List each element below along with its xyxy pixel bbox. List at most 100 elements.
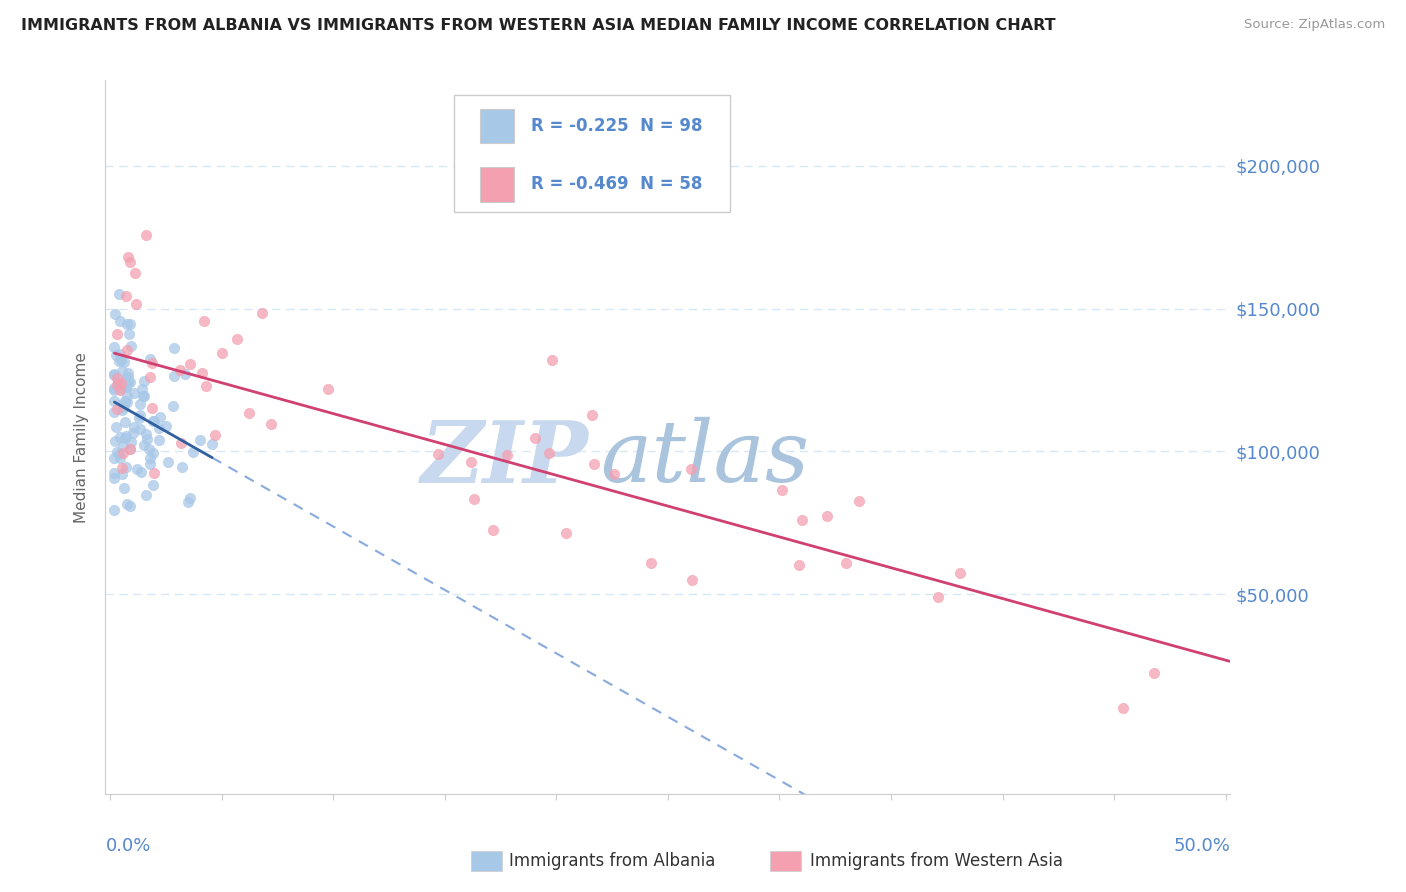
Point (118, 500, 141, 514)
Point (555, 526, 578, 541)
Point (155, 419, 177, 434)
Point (117, 376, 139, 390)
Point (107, 375, 129, 389)
Point (104, 307, 127, 321)
Point (581, 408, 603, 422)
Point (114, 380, 136, 394)
Point (640, 556, 662, 570)
Point (170, 459, 193, 474)
Point (142, 414, 165, 428)
Bar (479, 168, 513, 202)
Point (103, 394, 125, 409)
Point (787, 558, 810, 572)
Point (105, 420, 128, 434)
Point (111, 439, 134, 453)
Point (103, 405, 125, 419)
Point (848, 494, 870, 508)
Point (201, 436, 224, 450)
Point (117, 250, 139, 264)
Point (540, 352, 562, 367)
Point (949, 566, 972, 581)
Point (107, 354, 129, 368)
Bar (479, 109, 513, 143)
Point (135, 488, 157, 502)
Point (1112, 701, 1135, 715)
Point (117, 326, 139, 341)
Point (148, 421, 170, 435)
Text: R = -0.469  N = 58: R = -0.469 N = 58 (530, 176, 702, 194)
Point (129, 408, 152, 422)
Point (118, 442, 141, 456)
Point (112, 481, 135, 495)
Point (162, 399, 184, 413)
Point (141, 356, 163, 370)
Point (105, 326, 128, 341)
Text: Immigrants from Western Asia: Immigrants from Western Asia (810, 852, 1063, 870)
Text: R = -0.225  N = 98: R = -0.225 N = 98 (530, 117, 702, 135)
Text: IMMIGRANTS FROM ALBANIA VS IMMIGRANTS FROM WESTERN ASIA MEDIAN FAMILY INCOME COR: IMMIGRANTS FROM ALBANIA VS IMMIGRANTS FR… (21, 18, 1056, 33)
Point (142, 477, 165, 491)
Point (179, 357, 201, 371)
Point (226, 332, 249, 346)
Point (110, 451, 132, 466)
Point (105, 445, 128, 459)
Point (163, 369, 186, 384)
Point (108, 382, 131, 396)
Point (103, 467, 125, 481)
Point (463, 492, 485, 507)
Point (260, 417, 283, 431)
Point (114, 431, 136, 445)
Point (108, 347, 131, 361)
Text: ZIP: ZIP (422, 417, 589, 500)
Point (135, 227, 157, 242)
Point (112, 446, 135, 460)
Point (103, 450, 125, 465)
Point (135, 427, 157, 442)
Point (173, 367, 195, 381)
Point (120, 339, 142, 353)
Point (537, 446, 560, 460)
Point (193, 314, 215, 328)
Point (124, 386, 146, 401)
Point (792, 513, 814, 527)
Point (582, 457, 605, 471)
Point (125, 462, 148, 476)
Point (118, 376, 141, 390)
Point (115, 429, 138, 443)
Point (194, 378, 217, 392)
Point (110, 376, 132, 390)
Point (120, 255, 142, 269)
Point (105, 371, 128, 385)
Point (132, 389, 155, 403)
Point (105, 378, 128, 392)
Point (157, 455, 180, 469)
Point (104, 434, 127, 449)
Point (170, 435, 193, 450)
Point (132, 374, 155, 388)
Point (110, 353, 132, 368)
Point (115, 389, 138, 403)
Point (103, 368, 125, 382)
Point (142, 415, 165, 429)
Point (115, 289, 138, 303)
Point (129, 397, 152, 411)
Point (111, 402, 134, 417)
Point (120, 434, 142, 449)
Text: Source: ZipAtlas.com: Source: ZipAtlas.com (1244, 18, 1385, 31)
Point (111, 364, 134, 378)
Text: atlas: atlas (600, 417, 810, 500)
Point (103, 367, 125, 381)
Text: 0.0%: 0.0% (105, 837, 150, 855)
Point (121, 425, 143, 440)
Point (120, 442, 142, 456)
Point (1143, 665, 1166, 680)
Point (108, 287, 131, 301)
Point (115, 376, 138, 390)
Point (132, 389, 155, 403)
Point (181, 444, 204, 458)
Point (108, 383, 131, 397)
Point (117, 395, 139, 409)
Point (211, 346, 233, 360)
Point (114, 393, 136, 408)
Point (148, 433, 170, 447)
